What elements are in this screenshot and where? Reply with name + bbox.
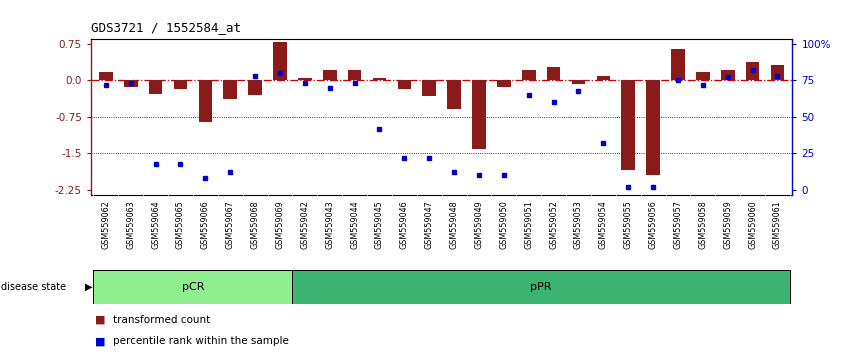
Text: GSM559055: GSM559055 — [624, 200, 633, 249]
Bar — [572, 80, 585, 84]
Text: GSM559064: GSM559064 — [151, 200, 160, 249]
Bar — [646, 80, 660, 175]
Bar — [273, 42, 287, 80]
Bar — [348, 70, 361, 80]
Text: pCR: pCR — [182, 282, 204, 292]
Bar — [124, 80, 138, 87]
Text: percentile rank within the sample: percentile rank within the sample — [113, 336, 288, 346]
Text: GSM559056: GSM559056 — [649, 200, 657, 249]
Text: ■: ■ — [95, 315, 106, 325]
Bar — [293, 270, 790, 304]
Text: GSM559059: GSM559059 — [723, 200, 733, 249]
Bar — [746, 62, 759, 80]
Text: transformed count: transformed count — [113, 315, 210, 325]
Text: GSM559048: GSM559048 — [449, 200, 459, 249]
Text: GSM559054: GSM559054 — [599, 200, 608, 249]
Bar — [298, 78, 312, 80]
Bar — [696, 72, 709, 80]
Text: pPR: pPR — [530, 282, 552, 292]
Text: disease state: disease state — [1, 282, 66, 292]
Text: GSM559063: GSM559063 — [126, 200, 135, 249]
Text: GSM559052: GSM559052 — [549, 200, 558, 249]
Text: GSM559053: GSM559053 — [574, 200, 583, 249]
Text: GSM559068: GSM559068 — [250, 200, 260, 249]
Text: GSM559050: GSM559050 — [500, 200, 508, 249]
Bar — [323, 70, 337, 80]
Text: GSM559058: GSM559058 — [698, 200, 708, 249]
Text: GSM559049: GSM559049 — [475, 200, 483, 249]
Bar — [622, 80, 635, 170]
Bar — [149, 80, 163, 94]
Bar — [522, 70, 535, 80]
Text: GSM559069: GSM559069 — [275, 200, 284, 249]
Text: GSM559060: GSM559060 — [748, 200, 757, 249]
Bar — [497, 80, 511, 87]
Bar — [174, 80, 187, 88]
Bar — [597, 76, 611, 80]
Bar — [99, 72, 113, 80]
Text: GSM559061: GSM559061 — [773, 200, 782, 249]
Text: GSM559051: GSM559051 — [524, 200, 533, 249]
Text: GSM559057: GSM559057 — [674, 200, 682, 249]
Bar — [198, 80, 212, 122]
Bar — [447, 80, 461, 109]
Bar — [472, 80, 486, 149]
Text: GSM559066: GSM559066 — [201, 200, 210, 249]
Text: ■: ■ — [95, 336, 106, 346]
Text: GSM559067: GSM559067 — [226, 200, 235, 249]
Bar — [423, 80, 436, 96]
Text: GSM559044: GSM559044 — [350, 200, 359, 249]
Text: GSM559043: GSM559043 — [326, 200, 334, 249]
Bar — [546, 67, 560, 80]
Bar — [397, 80, 411, 88]
Text: GSM559045: GSM559045 — [375, 200, 384, 249]
Text: GSM559062: GSM559062 — [101, 200, 110, 249]
Text: GSM559047: GSM559047 — [424, 200, 434, 249]
Text: GSM559046: GSM559046 — [400, 200, 409, 249]
Bar — [223, 80, 237, 99]
Text: GDS3721 / 1552584_at: GDS3721 / 1552584_at — [91, 21, 241, 34]
Bar — [721, 70, 734, 80]
Bar — [671, 49, 685, 80]
Bar — [372, 78, 386, 80]
Bar — [771, 65, 785, 80]
Bar — [94, 270, 293, 304]
Text: ▶: ▶ — [85, 282, 93, 292]
Bar — [249, 80, 262, 95]
Text: GSM559042: GSM559042 — [301, 200, 309, 249]
Text: GSM559065: GSM559065 — [176, 200, 185, 249]
